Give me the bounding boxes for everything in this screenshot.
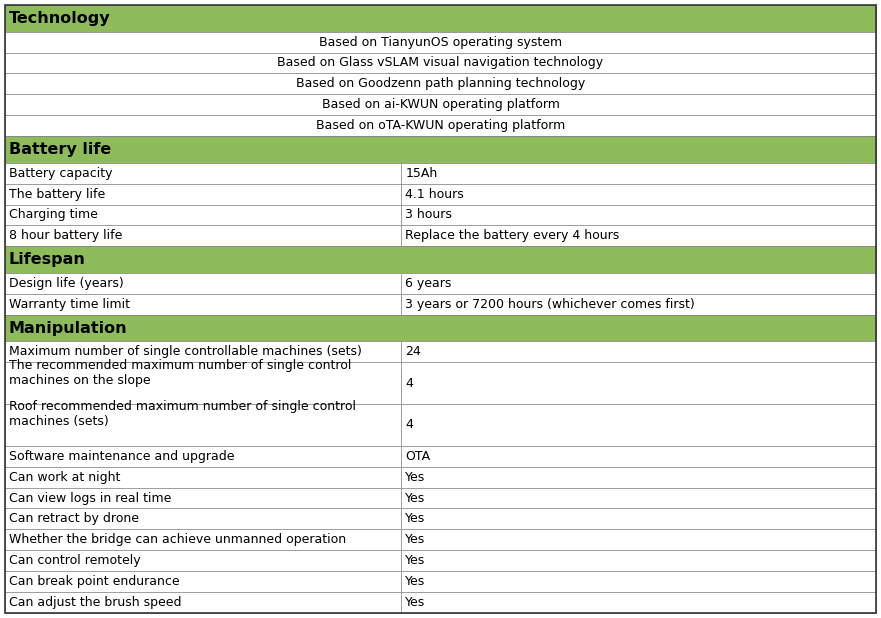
Bar	[5, 315, 876, 341]
Text: 24: 24	[405, 345, 421, 358]
Bar	[5, 273, 402, 294]
Bar	[5, 446, 402, 467]
Bar	[402, 446, 876, 467]
Text: Yes: Yes	[405, 471, 426, 484]
Text: 3 years or 7200 hours (whichever comes first): 3 years or 7200 hours (whichever comes f…	[405, 298, 695, 311]
Bar	[402, 404, 876, 446]
Bar	[5, 467, 402, 488]
Text: Yes: Yes	[405, 554, 426, 567]
Bar	[402, 163, 876, 184]
Text: Software maintenance and upgrade: Software maintenance and upgrade	[9, 450, 234, 463]
Bar	[5, 341, 402, 362]
Text: 4: 4	[405, 376, 413, 389]
Bar	[5, 95, 876, 115]
Bar	[402, 341, 876, 362]
Bar	[402, 488, 876, 509]
Text: 4: 4	[405, 418, 413, 431]
Bar	[5, 184, 402, 205]
Bar	[5, 530, 402, 550]
Bar	[5, 115, 876, 136]
Bar	[402, 205, 876, 226]
Text: Charging time: Charging time	[9, 208, 98, 221]
Bar	[402, 226, 876, 247]
Bar	[5, 592, 402, 613]
Bar	[5, 226, 402, 247]
Bar	[402, 294, 876, 315]
Text: Whether the bridge can achieve unmanned operation: Whether the bridge can achieve unmanned …	[9, 533, 346, 546]
Text: 8 hour battery life: 8 hour battery life	[9, 229, 122, 242]
Text: Based on Goodzenn path planning technology: Based on Goodzenn path planning technolo…	[296, 77, 585, 90]
Text: Replace the battery every 4 hours: Replace the battery every 4 hours	[405, 229, 619, 242]
Text: Can view logs in real time: Can view logs in real time	[9, 491, 172, 504]
Text: Yes: Yes	[405, 575, 426, 588]
Text: 4.1 hours: 4.1 hours	[405, 187, 464, 201]
Bar	[5, 488, 402, 509]
Bar	[402, 467, 876, 488]
Text: Based on TianyunOS operating system: Based on TianyunOS operating system	[319, 36, 562, 49]
Text: 3 hours: 3 hours	[405, 208, 452, 221]
Text: Yes: Yes	[405, 512, 426, 525]
Bar	[5, 32, 876, 53]
Bar	[402, 550, 876, 571]
Bar	[402, 362, 876, 404]
Bar	[5, 53, 876, 74]
Text: Roof recommended maximum number of single control
machines (sets): Roof recommended maximum number of singl…	[9, 400, 356, 428]
Text: Can control remotely: Can control remotely	[9, 554, 141, 567]
Text: Based on oTA-KWUN operating platform: Based on oTA-KWUN operating platform	[316, 119, 565, 132]
Text: Yes: Yes	[405, 596, 426, 609]
Text: Design life (years): Design life (years)	[9, 277, 123, 290]
Bar	[5, 362, 402, 404]
Text: The recommended maximum number of single control
machines on the slope: The recommended maximum number of single…	[9, 358, 352, 387]
Text: Battery life: Battery life	[9, 142, 111, 157]
Text: Yes: Yes	[405, 491, 426, 504]
Bar	[402, 592, 876, 613]
Text: 6 years: 6 years	[405, 277, 452, 290]
Bar	[402, 273, 876, 294]
Text: Technology: Technology	[9, 11, 111, 26]
Text: Lifespan: Lifespan	[9, 252, 85, 267]
Bar	[402, 509, 876, 530]
Text: Can work at night: Can work at night	[9, 471, 121, 484]
Bar	[5, 5, 876, 32]
Bar	[5, 74, 876, 95]
Bar	[402, 184, 876, 205]
Text: 15Ah: 15Ah	[405, 167, 438, 180]
Text: Manipulation: Manipulation	[9, 321, 128, 336]
Bar	[5, 509, 402, 530]
Bar	[5, 404, 402, 446]
Bar	[5, 294, 402, 315]
Text: Can retract by drone: Can retract by drone	[9, 512, 139, 525]
Bar	[402, 571, 876, 592]
Text: Maximum number of single controllable machines (sets): Maximum number of single controllable ma…	[9, 345, 362, 358]
Text: Based on ai-KWUN operating platform: Based on ai-KWUN operating platform	[322, 98, 559, 111]
Bar	[5, 550, 402, 571]
Text: OTA: OTA	[405, 450, 431, 463]
Text: Can break point endurance: Can break point endurance	[9, 575, 180, 588]
Text: The battery life: The battery life	[9, 187, 105, 201]
Bar	[5, 205, 402, 226]
Bar	[5, 571, 402, 592]
Text: Based on Glass vSLAM visual navigation technology: Based on Glass vSLAM visual navigation t…	[278, 56, 603, 69]
Bar	[5, 247, 876, 273]
Text: Battery capacity: Battery capacity	[9, 167, 113, 180]
Text: Yes: Yes	[405, 533, 426, 546]
Text: Warranty time limit: Warranty time limit	[9, 298, 130, 311]
Bar	[5, 136, 876, 163]
Bar	[402, 530, 876, 550]
Bar	[5, 163, 402, 184]
Text: Can adjust the brush speed: Can adjust the brush speed	[9, 596, 181, 609]
